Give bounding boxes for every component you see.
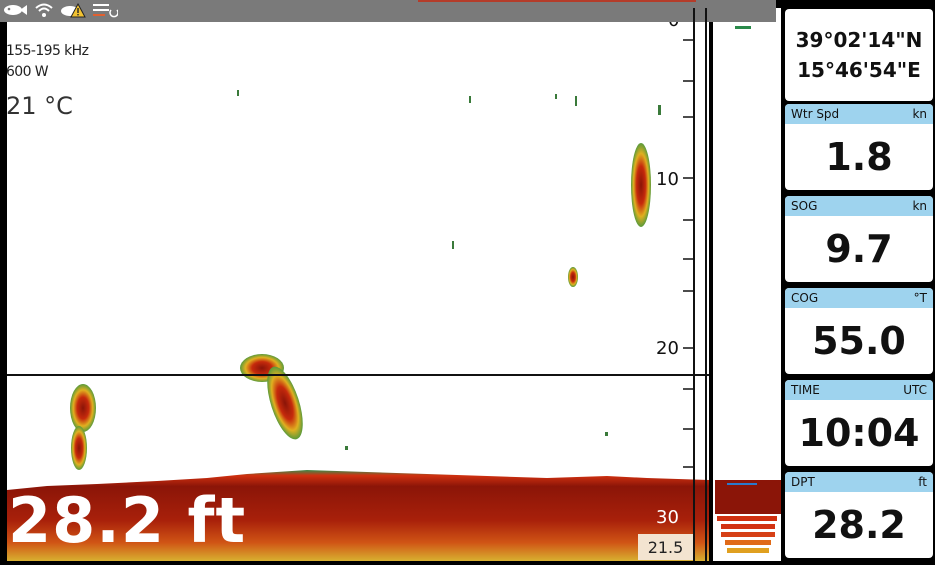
wifi-icon[interactable] [34, 2, 54, 22]
tile-label: SOG [791, 199, 818, 213]
tile-label: TIME [791, 383, 820, 397]
tile-depth[interactable]: DPT ft 28.2 [785, 472, 933, 558]
status-bar [0, 0, 776, 22]
tile-unit: kn [912, 107, 927, 121]
fish-echo [70, 384, 96, 432]
tile-label: Wtr Spd [791, 107, 840, 121]
fish-echo [568, 267, 578, 287]
tile-unit: UTC [903, 383, 927, 397]
tile-value: 28.2 [812, 503, 906, 547]
tile-unit: ft [918, 475, 927, 489]
tile-time[interactable]: TIME UTC 10:04 [785, 380, 933, 466]
power-label: 600 W [6, 64, 49, 80]
echogram[interactable] [7, 8, 709, 561]
scale-divider [705, 8, 707, 561]
latitude: 39°02'14"N [795, 28, 923, 52]
tile-cog[interactable]: COG °T 55.0 [785, 288, 933, 374]
tile-value: 1.8 [825, 135, 893, 179]
a-scope [713, 8, 781, 561]
menu-icon[interactable] [92, 2, 119, 22]
scale-label-30: 30 [656, 507, 679, 528]
alarm-warning-icon[interactable] [60, 2, 86, 22]
echogram-graphic [7, 39, 709, 561]
tile-value: 9.7 [825, 227, 893, 271]
data-panel: 39°02'14"N 15°46'54"E Wtr Spd kn 1.8 SOG k… [782, 0, 935, 563]
water-temperature: 21 °C [6, 92, 73, 120]
tile-unit: kn [912, 199, 927, 213]
scale-label-10: 10 [656, 169, 679, 190]
scale-label-20: 20 [656, 338, 679, 359]
fish-echo [71, 426, 87, 470]
seabed [7, 470, 709, 561]
cursor-depth-value: 21.5 [638, 534, 693, 560]
tile-label: DPT [791, 475, 815, 489]
tile-value: 10:04 [798, 411, 920, 455]
depth-cursor-line[interactable] [7, 374, 709, 376]
tile-sog[interactable]: SOG kn 9.7 [785, 196, 933, 282]
fish-echo [631, 143, 651, 227]
frequency-label: 155-195 kHz [6, 43, 89, 59]
depth-readout: 28.2 ft [8, 484, 247, 557]
scale-divider [693, 8, 695, 561]
history-indicator [418, 0, 696, 2]
tile-unit: °T [913, 291, 927, 305]
tile-water-speed[interactable]: Wtr Spd kn 1.8 [785, 104, 933, 190]
position-box[interactable]: 39°02'14"N 15°46'54"E [785, 9, 933, 101]
fish-echo [267, 366, 303, 440]
tile-label: COG [791, 291, 819, 305]
tile-value: 55.0 [812, 319, 906, 363]
fish-icon[interactable] [2, 2, 28, 22]
longitude: 15°46'54"E [797, 58, 921, 82]
